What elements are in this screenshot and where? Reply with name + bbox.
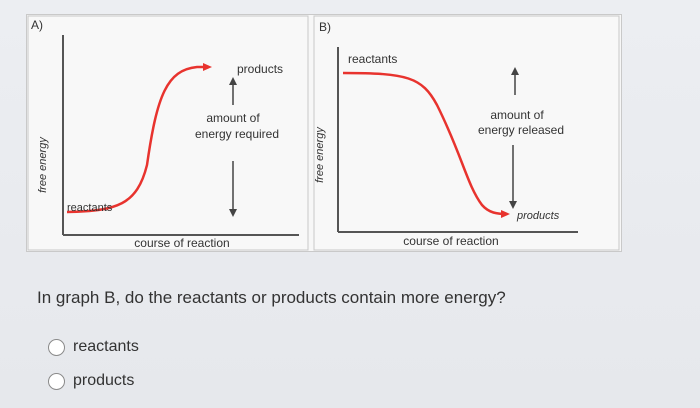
graph-b-reactants-label: reactants — [348, 52, 397, 66]
graph-b-ylabel: free energy — [314, 126, 326, 183]
graph-a-ylabel: free energy — [37, 136, 49, 193]
radio-products[interactable] — [48, 372, 65, 390]
panel-a-label: A) — [31, 18, 43, 32]
graph-b-energy-curve — [342, 71, 510, 218]
graph-a-xlabel: course of reaction — [134, 236, 229, 250]
energy-diagrams-svg: A) B) free energy course of reaction rea… — [27, 15, 620, 251]
option-reactants-label: reactants — [73, 338, 139, 355]
graph-b-xlabel: course of reaction — [403, 234, 498, 248]
graph-b-annotation-line2: energy released — [478, 123, 564, 137]
graph-a-energy-curve — [66, 63, 212, 214]
option-products-label: products — [73, 372, 135, 389]
question-text: In graph B, do the reactants or products… — [37, 288, 506, 307]
energy-diagrams-figure: A) B) free energy course of reaction rea… — [26, 14, 622, 252]
graph-b-annotation-line1: amount of — [490, 108, 544, 122]
graph-a-products-label: products — [237, 62, 283, 76]
graph-a-annotation-line1: amount of — [206, 111, 260, 125]
graph-b-products-label: products — [516, 210, 560, 222]
panel-b — [313, 15, 620, 251]
option-reactants[interactable]: reactants — [48, 338, 139, 356]
option-products[interactable]: products — [48, 372, 134, 390]
graph-a-annotation-line2: energy required — [195, 127, 279, 141]
panel-b-label: B) — [319, 20, 331, 34]
graph-a-reactants-label: reactants — [67, 202, 113, 214]
radio-reactants[interactable] — [48, 338, 65, 356]
